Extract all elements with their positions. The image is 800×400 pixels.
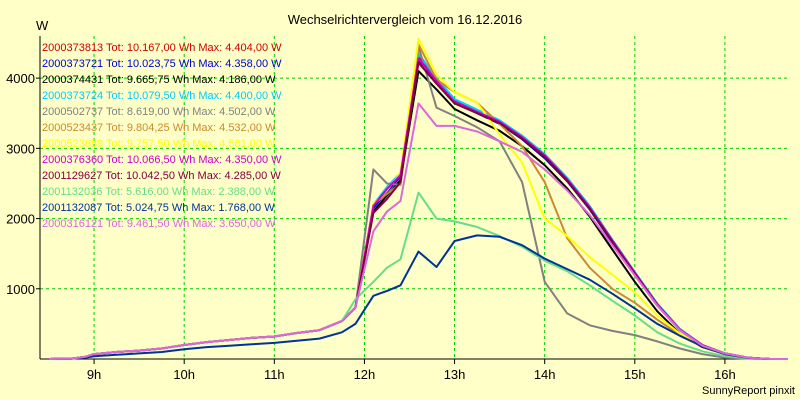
legend-entry: 2000373813 Tot: 10.167,00 Wh Max: 4.404,… [42,42,282,54]
legend-entry: 2000523659 Tot: 9.757,50 Wh Max: 4.561,0… [42,138,276,150]
legend-entry: 2000502737 Tot: 8.619,00 Wh Max: 4.502,0… [42,106,276,118]
x-tick-label: 13h [444,367,466,382]
footer-credit: SunnyReport pinxit [702,385,795,397]
series-line-12 [48,102,788,360]
legend-entry: 2001132087 Tot: 5.024,75 Wh Max: 1.768,0… [42,202,275,214]
legend-entry: 2000373721 Tot: 10.023,75 Wh Max: 4.358,… [42,58,282,70]
x-tick-label: 9h [87,367,101,382]
series-lines [48,37,788,360]
x-tick-label: 12h [354,367,376,382]
axes: 9h 10h 11h 12h 13h 14h 15h 16h 1000 2000 3000 4000 [6,36,788,382]
y-tick-label: 1000 [6,282,35,297]
legend-entry: 2001129627 Tot: 10.042,50 Wh Max: 4.285,… [42,170,281,182]
legend-entry: 2000376360 Tot: 10.066,50 Wh Max: 4.350,… [42,154,282,166]
y-axis-unit: W [36,18,49,33]
x-tick-label: 14h [534,367,556,382]
series-line-11 [48,234,788,360]
y-tick-label: 4000 [6,71,35,86]
y-tick-label: 2000 [6,212,35,227]
x-tick-label: 15h [624,367,646,382]
legend-entry: 2000374431 Tot: 9.665,75 Wh Max: 4.186,0… [42,74,276,86]
legend-entry: 2000523437 Tot: 9.804,25 Wh Max: 4.532,0… [42,122,276,134]
legend-entry: 2000316121 Tot: 9.461,50 Wh Max: 3.650,0… [42,218,276,230]
legend: 2000373813 Tot: 10.167,00 Wh Max: 4.404,… [42,42,282,230]
x-tick-label: 10h [173,367,195,382]
y-tick-label: 3000 [6,141,35,156]
x-tick-label: 16h [714,367,736,382]
x-tick-label: 11h [264,367,285,382]
legend-entry: 2001132036 Tot: 5.616,00 Wh Max: 2.388,0… [42,186,275,198]
chart-title: Wechselrichtervergleich vom 16.12.2016 [288,12,523,27]
legend-entry: 2000373724 Tot: 10.079,50 Wh Max: 4.400,… [42,90,282,102]
